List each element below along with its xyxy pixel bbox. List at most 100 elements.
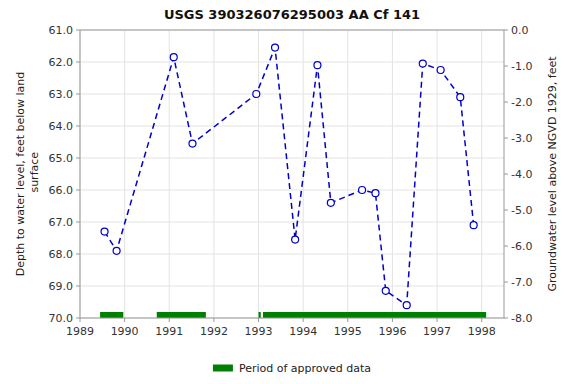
- y-tick: [76, 30, 80, 31]
- data-point: [272, 44, 279, 51]
- y2-tick-label: -6.0: [511, 240, 532, 253]
- approved-period: [259, 312, 261, 318]
- y-tick: [76, 62, 80, 63]
- data-point: [359, 187, 366, 194]
- y2-tick: [504, 174, 508, 175]
- y2-tick: [504, 318, 508, 319]
- data-point: [457, 94, 464, 101]
- grid-line-y: [80, 286, 504, 287]
- data-point: [189, 140, 196, 147]
- data-point: [101, 228, 108, 235]
- y2-tick: [504, 246, 508, 247]
- axes: 1989199019911992199319941995199619971998…: [49, 24, 533, 338]
- data-point: [403, 302, 410, 309]
- data-point: [113, 247, 120, 254]
- plot-frame: [80, 30, 504, 318]
- y-axis-label-line: surface: [28, 152, 41, 196]
- y2-tick-label: -8.0: [511, 312, 532, 325]
- y2-tick-label: -1.0: [511, 60, 532, 73]
- grid: [80, 30, 504, 318]
- x-tick-label: 1990: [111, 325, 139, 338]
- grid-line-x: [169, 30, 170, 318]
- data-point: [382, 287, 389, 294]
- approved-period: [157, 312, 206, 318]
- y-tick-label: 62.0: [49, 56, 74, 69]
- x-tick: [481, 318, 482, 322]
- y-tick-label: 63.0: [49, 88, 74, 101]
- x-tick: [258, 318, 259, 322]
- grid-line-y: [80, 190, 504, 191]
- y-tick: [76, 190, 80, 191]
- y-tick: [76, 318, 80, 319]
- grid-line-x: [481, 30, 482, 318]
- grid-line-y: [80, 126, 504, 127]
- legend-label: Period of approved data: [239, 362, 371, 375]
- legend-swatch: [213, 365, 233, 372]
- y2-tick: [504, 30, 508, 31]
- x-tick: [124, 318, 125, 322]
- grid-line-y: [80, 62, 504, 63]
- y-axis-label-line: Depth to water level, feet below land: [14, 72, 27, 277]
- x-tick-label: 1996: [378, 325, 406, 338]
- x-tick-label: 1992: [200, 325, 228, 338]
- grid-line-y: [80, 254, 504, 255]
- y-tick-label: 68.0: [49, 248, 74, 261]
- y2-tick: [504, 66, 508, 67]
- approved-period: [100, 312, 123, 318]
- y-tick-label: 64.0: [49, 120, 74, 133]
- grid-line-x: [258, 30, 259, 318]
- grid-line-y: [80, 222, 504, 223]
- plot-marks: [100, 44, 486, 318]
- y-tick-label: 65.0: [49, 152, 74, 165]
- grid-line-x: [213, 30, 214, 318]
- data-point: [419, 60, 426, 67]
- grid-line-y: [80, 94, 504, 95]
- data-point: [470, 222, 477, 229]
- y-tick: [76, 158, 80, 159]
- y-tick-label: 70.0: [49, 312, 74, 325]
- y-tick: [76, 94, 80, 95]
- x-tick: [213, 318, 214, 322]
- x-tick: [303, 318, 304, 322]
- legend: Period of approved data: [213, 362, 371, 375]
- x-tick-label: 1995: [334, 325, 362, 338]
- y-tick: [76, 222, 80, 223]
- y2-tick-label: -2.0: [511, 96, 532, 109]
- y2-tick-label: -4.0: [511, 168, 532, 181]
- data-point: [170, 54, 177, 61]
- y-axis-label: Depth to water level, feet below land su…: [14, 72, 41, 277]
- x-tick: [392, 318, 393, 322]
- y-tick-label: 67.0: [49, 216, 74, 229]
- y2-tick-label: 0.0: [511, 24, 529, 37]
- y2-tick: [504, 138, 508, 139]
- approved-period: [392, 312, 486, 318]
- y2-tick-label: -3.0: [511, 132, 532, 145]
- grid-line-y: [80, 158, 504, 159]
- grid-line-x: [392, 30, 393, 318]
- y-tick: [76, 254, 80, 255]
- x-tick: [169, 318, 170, 322]
- y-tick-label: 61.0: [49, 24, 74, 37]
- x-tick: [347, 318, 348, 322]
- y-tick: [76, 286, 80, 287]
- data-point: [372, 190, 379, 197]
- x-tick-label: 1993: [245, 325, 273, 338]
- title: USGS 390326076295003 AA Cf 141: [164, 7, 420, 22]
- data-point: [327, 199, 334, 206]
- chart: 1989199019911992199319941995199619971998…: [0, 0, 576, 384]
- y2-axis-label: Groundwater level above NGVD 1929, feet: [546, 56, 559, 292]
- y2-tick: [504, 210, 508, 211]
- x-tick: [80, 318, 81, 322]
- y2-tick-label: -7.0: [511, 276, 532, 289]
- y2-tick-label: -5.0: [511, 204, 532, 217]
- data-point: [437, 67, 444, 74]
- y2-tick: [504, 282, 508, 283]
- y-tick-label: 66.0: [49, 184, 74, 197]
- y-tick: [76, 126, 80, 127]
- x-tick-label: 1998: [468, 325, 496, 338]
- y-tick-label: 69.0: [49, 280, 74, 293]
- data-point: [253, 91, 260, 98]
- x-tick-label: 1991: [155, 325, 183, 338]
- grid-line-x: [347, 30, 348, 318]
- x-tick: [437, 318, 438, 322]
